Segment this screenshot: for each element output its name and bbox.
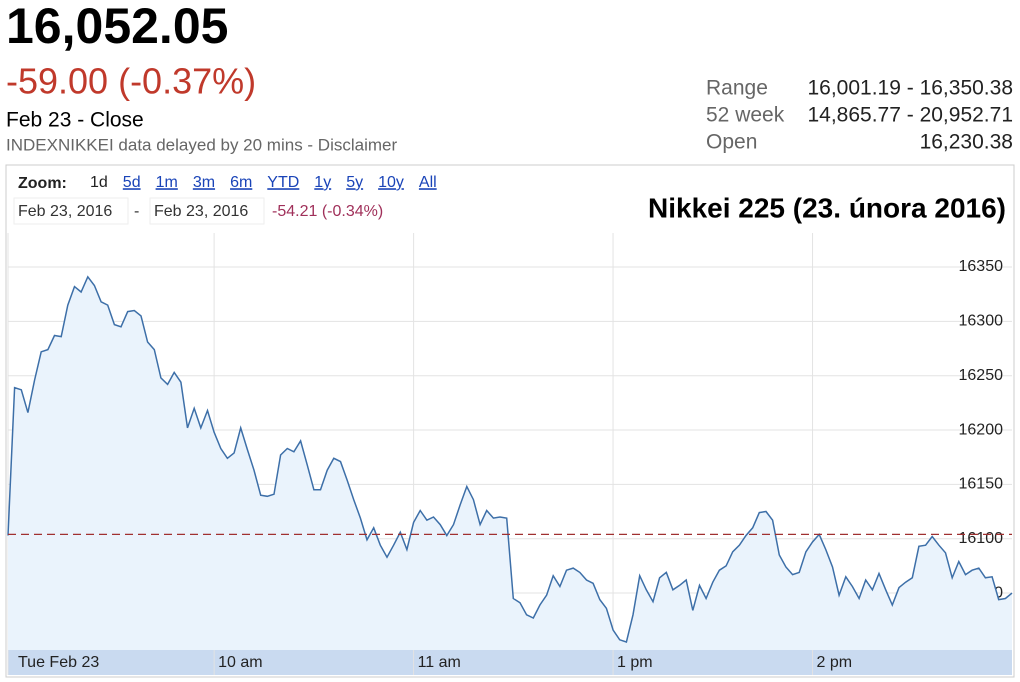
date-separator: -	[134, 203, 139, 220]
date-to-box[interactable]	[149, 197, 265, 225]
range-change: -54.21 (-0.34%)	[272, 203, 383, 220]
y-tick-label: 16150	[959, 476, 1004, 493]
price: 16,052.05	[6, 0, 228, 54]
stat-label: Open	[706, 131, 757, 154]
zoom-option[interactable]: 10y	[378, 174, 404, 191]
y-tick-label: 16300	[959, 313, 1004, 330]
x-axis-band	[8, 650, 1012, 675]
zoom-option[interactable]: 1d	[90, 174, 108, 191]
zoom-option[interactable]: YTD	[267, 174, 299, 191]
line	[7, 275, 1013, 643]
zoom-option[interactable]: 1m	[156, 174, 178, 191]
zoom-option[interactable]: 6m	[230, 174, 252, 191]
stat-label: 52 week	[706, 104, 785, 127]
x-tick-label: 10 am	[218, 654, 262, 671]
y-tick-label: 16350	[959, 258, 1004, 275]
zoom-option[interactable]: 5d	[123, 174, 141, 191]
y-tick-label: 16100	[959, 530, 1004, 547]
x-tick-label: 11 am	[418, 654, 461, 671]
y-tick-label: 16250	[959, 367, 1004, 384]
x-tick-label: 1 pm	[617, 654, 653, 671]
zoom-option[interactable]: All	[419, 174, 437, 191]
chart-title: Nikkei 225 (23. února 2016)	[648, 192, 1006, 223]
zoom-option[interactable]: 3m	[193, 174, 215, 191]
date-to[interactable]: Feb 23, 2016	[154, 203, 248, 220]
y-tick-label: 16200	[959, 421, 1004, 438]
status: Feb 23 - Close	[6, 109, 144, 132]
x-tick-label: Tue Feb 23	[18, 654, 99, 671]
stat-label: Range	[706, 77, 768, 100]
stat-value: 14,865.77 - 20,952.71	[807, 104, 1013, 127]
area	[8, 276, 1012, 650]
stat-value: 16,001.19 - 16,350.38	[807, 77, 1013, 100]
date-from[interactable]: Feb 23, 2016	[18, 203, 112, 220]
stat-value: 16,230.38	[920, 131, 1013, 154]
zoom-option[interactable]: 5y	[346, 174, 363, 191]
zoom-option[interactable]: 1y	[314, 174, 331, 191]
date-from-box[interactable]	[13, 197, 129, 225]
delay-note: INDEXNIKKEI data delayed by 20 mins - Di…	[6, 135, 397, 154]
zoom-label: Zoom:	[18, 175, 67, 192]
price-change: -59.00 (-0.37%)	[6, 61, 256, 102]
x-tick-label: 2 pm	[817, 654, 853, 671]
